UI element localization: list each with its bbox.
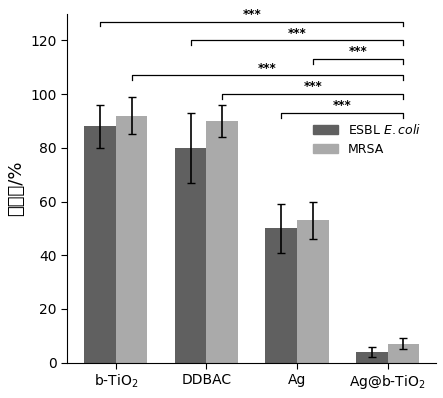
Legend: ESBL $\it{E. coli}$, MRSA: ESBL $\it{E. coli}$, MRSA <box>308 117 426 161</box>
Bar <box>116 115 148 363</box>
Bar <box>388 344 419 363</box>
Text: ***: *** <box>333 99 352 112</box>
Text: ***: *** <box>242 8 261 21</box>
Y-axis label: 存活率/%: 存活率/% <box>7 160 25 216</box>
Text: ***: *** <box>303 80 322 93</box>
Text: ***: *** <box>288 27 307 40</box>
Bar <box>297 220 329 363</box>
Bar <box>265 228 297 363</box>
Bar <box>175 148 206 363</box>
Text: ***: *** <box>349 45 368 59</box>
Text: ***: *** <box>258 62 277 74</box>
Bar <box>356 352 388 363</box>
Bar <box>84 126 116 363</box>
Bar <box>206 121 238 363</box>
